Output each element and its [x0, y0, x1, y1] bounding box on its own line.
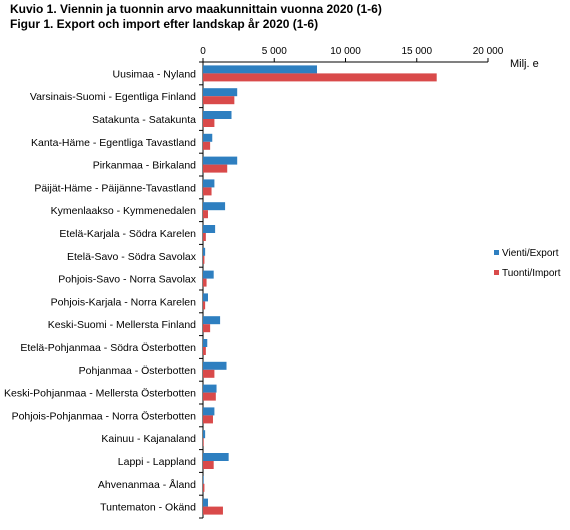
legend-label: Vienti/Export — [502, 248, 559, 259]
bar-export — [203, 293, 208, 302]
category-label: Keski-Pohjanmaa - Mellersta Österbotten — [4, 388, 196, 400]
category-label: Tuntematon - Okänd — [100, 502, 196, 514]
bar-import — [203, 392, 216, 401]
category-label: Etelä-Karjala - Södra Karelen — [59, 228, 196, 240]
bar-import — [203, 278, 207, 287]
category-label: Kymenlaakso - Kymmenedalen — [51, 205, 196, 217]
bar-import — [203, 506, 223, 515]
bar-export — [203, 202, 226, 211]
bar-export — [203, 133, 213, 142]
legend: Vienti/Export Tuonti/Import — [494, 248, 561, 279]
bar-export — [203, 65, 317, 74]
bar-import — [203, 438, 204, 447]
bar-export — [203, 339, 208, 347]
category-label: Keski-Suomi - Mellersta Finland — [48, 319, 196, 331]
bar-export — [203, 361, 227, 370]
category-label: Uusimaa - Nyland — [113, 68, 197, 80]
legend-swatch — [494, 250, 499, 255]
category-label: Satakunta - Satakunta — [92, 114, 196, 126]
bar-export — [203, 111, 232, 119]
x-tick-label: 15 000 — [401, 46, 432, 57]
category-label: Kainuu - Kajanaland — [101, 433, 196, 445]
bar-export — [203, 316, 221, 325]
x-tick-label: 5 000 — [262, 46, 287, 57]
unit-label: Milj. e — [510, 58, 539, 70]
category-label: Varsinais-Suomi - Egentliga Finland — [30, 91, 196, 103]
bar-export — [203, 407, 215, 416]
category-label: Etelä-Pohjanmaa - Södra Österbotten — [20, 342, 196, 354]
bar-export — [203, 430, 206, 439]
legend-swatch — [494, 270, 499, 275]
category-label: Pohjois-Savo - Norra Savolax — [58, 274, 196, 286]
x-tick-label: 10 000 — [330, 46, 361, 57]
bar-import — [203, 324, 211, 333]
category-label: Päijät-Häme - Päijänne-Tavastland — [34, 182, 196, 194]
bar-import — [203, 119, 215, 127]
bar-export — [203, 475, 204, 484]
bar-export — [203, 156, 238, 165]
bar-import — [203, 210, 208, 219]
bar-import — [203, 233, 206, 241]
bar-import — [203, 369, 215, 378]
bar-import — [203, 141, 211, 150]
bar-import — [203, 96, 235, 105]
bar-import — [203, 73, 437, 82]
bar-export — [203, 179, 215, 188]
bar-import — [203, 301, 206, 310]
bar-export — [203, 88, 238, 97]
x-tick-label: 20 000 — [473, 46, 504, 57]
bar-export — [203, 453, 229, 461]
category-label: Etelä-Savo - Södra Savolax — [67, 251, 197, 263]
bar-export — [203, 225, 216, 233]
bars — [203, 65, 437, 515]
bar-import — [203, 347, 206, 355]
bar-export — [203, 384, 217, 393]
chart-subtitle: Figur 1. Export och import efter landska… — [10, 17, 318, 31]
bar-import — [203, 164, 228, 173]
category-label: Kanta-Häme - Egentliga Tavastland — [31, 137, 196, 149]
chart-title: Kuvio 1. Viennin ja tuonnin arvo maakunn… — [10, 2, 382, 16]
category-label: Pohjois-Pohjanmaa - Norra Österbotten — [12, 410, 197, 422]
bar-export — [203, 498, 208, 507]
bar-import — [203, 255, 205, 264]
category-label: Pohjanmaa - Österbotten — [79, 365, 196, 377]
bar-export — [203, 247, 206, 256]
category-label: Pohjois-Karjala - Norra Karelen — [51, 296, 196, 308]
bar-export — [203, 270, 214, 279]
legend-label: Tuonti/Import — [502, 268, 561, 279]
category-label: Pirkanmaa - Birkaland — [93, 160, 196, 172]
bar-import — [203, 461, 214, 469]
bar-import — [203, 483, 205, 492]
category-label: Ahvenanmaa - Åland — [98, 478, 196, 491]
bar-import — [203, 415, 213, 424]
x-tick-label: 0 — [200, 46, 206, 57]
axes: 0 5 000 10 000 15 000 20 000 — [199, 46, 504, 519]
bar-import — [203, 187, 212, 196]
category-label: Lappi - Lappland — [118, 456, 196, 468]
category-labels: Uusimaa - Nyland Varsinais-Suomi - Egentl… — [4, 68, 197, 513]
